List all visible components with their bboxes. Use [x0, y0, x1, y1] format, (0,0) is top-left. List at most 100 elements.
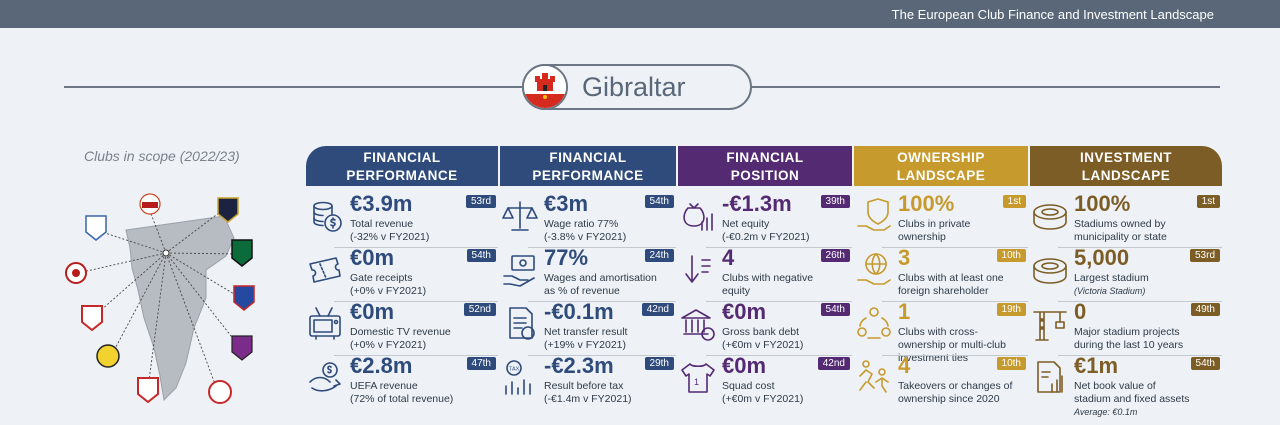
- bank-icon: [681, 309, 715, 341]
- row-divider: [1058, 355, 1222, 356]
- stat-wage-ratio: €3m 54th Wage ratio 77% (-3.8% v FY2021): [500, 192, 676, 248]
- stat-value: 1: [898, 299, 911, 324]
- rank-badge: 1st: [1002, 195, 1026, 208]
- stat-value: -€0.1m: [544, 299, 614, 324]
- row-divider: [528, 301, 676, 302]
- country-badge: Gibraltar: [522, 64, 752, 110]
- stat-foreign-shareholder: 3 10th Clubs with at least one foreign sh…: [854, 246, 1028, 302]
- club-crest-5: [231, 239, 253, 267]
- club-crest-10: [137, 377, 159, 404]
- ticket-icon: [309, 257, 341, 283]
- stat-wages-amortisation: 77% 24th Wages and amortisation as % of r…: [500, 246, 676, 302]
- stat-private-ownership: 100% 1st Clubs in private ownership: [854, 192, 1028, 248]
- column-title-line1: FINANCIAL: [726, 150, 804, 165]
- payment-hand-icon: [503, 255, 535, 287]
- stat-description: Net equity (-€0.2m v FY2021): [722, 218, 810, 243]
- stat-description: Clubs with at least one foreign sharehold…: [898, 272, 1004, 297]
- column-title-line1: OWNERSHIP: [897, 150, 985, 165]
- club-crest-8: [96, 344, 120, 368]
- stat-value: 4: [722, 245, 735, 270]
- stat-takeovers: 4 10th Takeovers or changes of ownership …: [854, 354, 1028, 410]
- stat-description: Stadiums owned by municipality or state: [1074, 218, 1167, 243]
- club-crest-3: [217, 197, 239, 223]
- row-divider: [334, 301, 498, 302]
- stat-description: Wage ratio 77% (-3.8% v FY2021): [544, 218, 627, 243]
- row-divider: [882, 301, 1028, 302]
- rank-badge: 54th: [820, 303, 850, 316]
- stat-value: €2.8m: [350, 353, 413, 378]
- gibraltar-territory-shape: [125, 215, 235, 402]
- column-title-line2: PERFORMANCE: [346, 168, 458, 183]
- stat-description: Total revenue (-32% v FY2021): [350, 218, 430, 243]
- column-title-line2: POSITION: [730, 168, 800, 183]
- column-header: FINANCIAL PERFORMANCE: [306, 146, 498, 186]
- column-title-line1: FINANCIAL: [549, 150, 627, 165]
- rank-badge: 29th: [644, 357, 674, 370]
- stat-value: €0m: [722, 353, 767, 378]
- stat-description: Net transfer result (+19% v FY2021): [544, 326, 628, 351]
- globe-hand-icon: [857, 253, 891, 285]
- club-crest-2: [139, 193, 161, 215]
- row-divider: [528, 247, 676, 248]
- club-crest-9: [231, 335, 253, 361]
- column-title-line2: LANDSCAPE: [1081, 168, 1171, 183]
- stat-stadium-projects: 0 49th Major stadium projects during the …: [1030, 300, 1222, 356]
- row-divider: [882, 355, 1028, 356]
- stat-description: Domestic TV revenue (+0% v FY2021): [350, 326, 451, 351]
- rank-badge: 52nd: [463, 303, 496, 316]
- stat-description: Gate receipts (+0% v FY2021): [350, 272, 427, 297]
- rank-badge: 42nd: [641, 303, 674, 316]
- stat-value: €3.9m: [350, 191, 413, 216]
- column-title-line2: LANDSCAPE: [896, 168, 986, 183]
- crane-icon: [1033, 311, 1067, 341]
- stat-gross-bank-debt: €0m 54th Gross bank debt (+€0m v FY2021): [678, 300, 852, 356]
- money-bag-chart-icon: [683, 203, 713, 231]
- rank-badge: 19th: [996, 303, 1026, 316]
- stat-value: €0m: [722, 299, 767, 324]
- stat-gate-receipts: €0m 54th Gate receipts (+0% v FY2021): [306, 246, 498, 302]
- stat-result-before-tax: TAX -€2.3m 29th Result before tax (-€1.4m…: [500, 354, 676, 410]
- stat-net-equity: -€1.3m 39th Net equity (-€0.2m v FY2021): [678, 192, 852, 248]
- rank-badge: 53rd: [465, 195, 496, 208]
- gibraltar-map: [56, 178, 266, 420]
- stat-domestic-tv-revenue: €0m 52nd Domestic TV revenue (+0% v FY202…: [306, 300, 498, 356]
- club-crest-4: [65, 262, 87, 284]
- column-ownership-landscape: OWNERSHIP LANDSCAPE 100% 1st Clubs in pr…: [854, 146, 1028, 405]
- tv-icon: [309, 307, 341, 340]
- stat-value: 77%: [544, 245, 589, 270]
- rank-badge: 47th: [466, 357, 496, 370]
- stadium-icon: [1033, 204, 1067, 230]
- stat-description: Gross bank debt (+€0m v FY2021): [722, 326, 804, 351]
- club-crest-1: [85, 215, 107, 241]
- stat-squad-cost: 1 €0m 42nd Squad cost (+€0m v FY2021): [678, 354, 852, 410]
- stat-description: Result before tax (-€1.4m v FY2021): [544, 380, 632, 405]
- rank-badge: 39th: [820, 195, 850, 208]
- row-divider: [882, 247, 1028, 248]
- row-divider: [1058, 301, 1222, 302]
- stat-value: 100%: [898, 191, 955, 216]
- stat-negative-equity-clubs: 4 26th Clubs with negative equity: [678, 246, 852, 302]
- stadium-icon: [1033, 258, 1067, 284]
- shirt-icon: 1: [681, 363, 715, 393]
- scales-icon: [502, 201, 538, 231]
- stat-description: Squad cost (+€0m v FY2021): [722, 380, 804, 405]
- column-header: OWNERSHIP LANDSCAPE: [854, 146, 1028, 186]
- column-title-line2: PERFORMANCE: [532, 168, 644, 183]
- stat-value: -€1.3m: [722, 191, 792, 216]
- stat-cross-ownership: 1 19th Clubs with cross-ownership or mul…: [854, 299, 1028, 364]
- stat-value: €0m: [350, 299, 395, 324]
- column-title-line1: FINANCIAL: [363, 150, 441, 165]
- column-header: FINANCIAL PERFORMANCE: [500, 146, 676, 186]
- row-divider: [334, 355, 498, 356]
- transfer-document-icon: [509, 307, 535, 340]
- header-bar: The European Club Finance and Investment…: [0, 0, 1280, 28]
- people-network-icon: [857, 307, 891, 339]
- column-header: FINANCIAL POSITION: [678, 146, 852, 186]
- stat-value: €3m: [544, 191, 589, 216]
- rank-badge: 24th: [644, 249, 674, 262]
- stat-description: Clubs with negative equity: [722, 272, 814, 297]
- rank-badge: 54th: [466, 249, 496, 262]
- stat-description: Major stadium projects during the last 10…: [1074, 326, 1184, 351]
- stat-description: Largest stadium (Victoria Stadium): [1074, 272, 1149, 296]
- stat-value: €1m: [1074, 353, 1119, 378]
